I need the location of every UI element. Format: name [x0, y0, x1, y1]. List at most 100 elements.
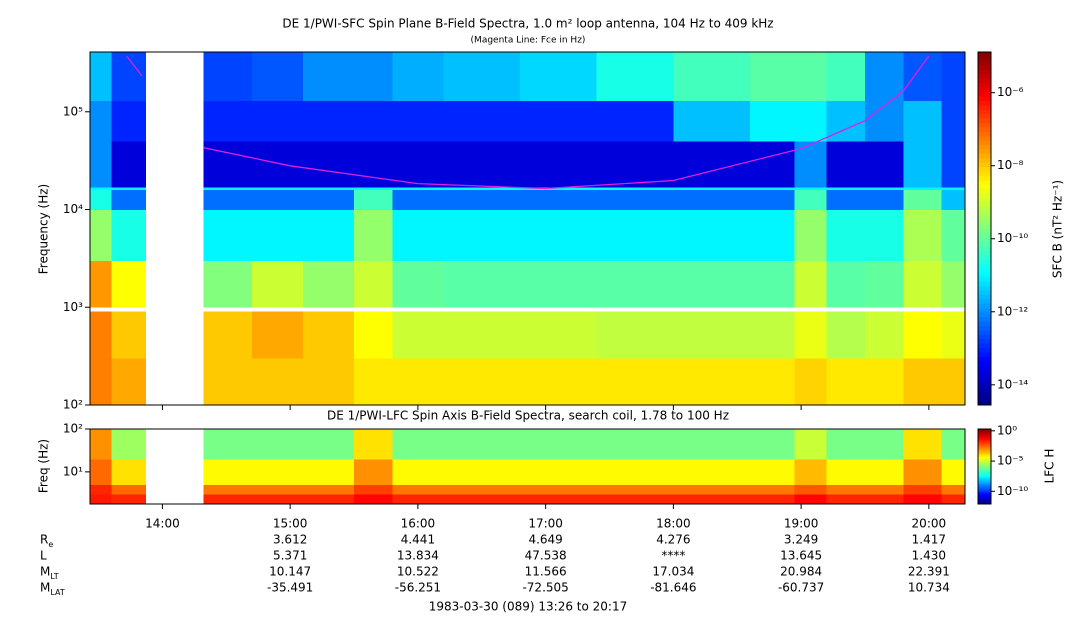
ephemeris-value: 4.441 [401, 533, 435, 547]
colorbar-step [978, 113, 991, 119]
colorbar-step [978, 210, 991, 216]
colorbar-step [978, 215, 991, 221]
heatmap-cell [111, 429, 147, 460]
heatmap-cell [864, 458, 904, 486]
colorbar-step [978, 447, 991, 450]
colorbar-step [978, 464, 991, 466]
ephemeris-value: 13.645 [780, 549, 822, 563]
heatmap-cell [302, 209, 355, 261]
colorbar-step [978, 475, 991, 478]
heatmap-cell [443, 358, 521, 406]
colorbar-step [978, 290, 991, 296]
heatmap-cell [750, 189, 796, 210]
heatmap-cell [596, 189, 674, 210]
heatmap-cell [251, 189, 304, 210]
colorbar-step [978, 498, 991, 500]
colorbar-step [978, 436, 991, 438]
heatmap-cell [596, 187, 674, 190]
heatmap-cell [750, 100, 796, 142]
colorbar-step [978, 492, 991, 495]
colorbar-step [978, 294, 991, 300]
heatmap-cell [302, 187, 355, 190]
heatmap-cell [941, 484, 966, 495]
ephemeris-value: 10.734 [908, 581, 950, 595]
heatmap-cell [520, 311, 598, 359]
colorbar-frame [977, 428, 992, 505]
colorbar-step [978, 382, 991, 388]
heatmap-cell [251, 100, 304, 142]
heatmap-cell [864, 189, 904, 210]
heatmap-cell [903, 484, 942, 495]
colorbar-step [978, 491, 991, 494]
fce-line [126, 55, 930, 190]
colorbar-step [978, 316, 991, 322]
heatmap-cell [794, 260, 827, 308]
colorbar-step [978, 501, 991, 503]
colorbar-step [978, 254, 991, 260]
heatmap-cell [443, 260, 521, 308]
colorbar-step [978, 452, 991, 454]
colorbar-step [978, 396, 991, 401]
heatmap-cell [111, 187, 147, 190]
chart-title: DE 1/PWI-SFC Spin Plane B-Field Spectra,… [282, 17, 773, 31]
heatmap-cell [673, 429, 751, 460]
colorbar-step [978, 259, 991, 265]
colorbar-step [978, 473, 991, 475]
heatmap-cell [864, 52, 904, 101]
y-tick-label: 10¹ [63, 464, 83, 478]
heatmap-cell [443, 52, 521, 101]
heatmap-cell [864, 260, 904, 308]
heatmap-cell [794, 429, 827, 460]
heatmap-cell [794, 209, 827, 261]
colorbar-step [978, 480, 991, 482]
heatmap-cell [90, 429, 112, 460]
colorbar-step [978, 197, 991, 203]
ephemeris-value: -72.505 [522, 581, 568, 595]
colorbar-step [978, 400, 991, 406]
heatmap-cell [596, 209, 674, 261]
colorbar-step [978, 224, 991, 229]
heatmap-cell [354, 209, 393, 261]
colorbar-frame [977, 51, 992, 406]
colorbar-step [978, 479, 991, 481]
heatmap-cell [302, 429, 355, 460]
heatmap-cell [520, 189, 598, 210]
heatmap-cell [520, 494, 598, 505]
heatmap-cell [392, 484, 444, 495]
heatmap-cell [111, 141, 147, 188]
colorbar-label: SFC B (nT² Hz⁻¹) [1051, 180, 1065, 278]
heatmap-cell [750, 429, 796, 460]
heatmap-cell [520, 187, 598, 190]
heatmap-cell [90, 484, 112, 495]
heatmap-cell [251, 187, 304, 190]
heatmap-cell [203, 187, 253, 190]
heatmap-cell [673, 484, 751, 495]
colorbar-step [978, 153, 991, 159]
heatmap-cell [111, 52, 147, 101]
heatmap-cell [90, 494, 112, 505]
heatmap-cell [90, 209, 112, 261]
heatmap-cell [673, 260, 751, 308]
heatmap-cell [354, 358, 393, 406]
chart-subtitle: (Magenta Line: Fce in Hz) [471, 36, 586, 46]
heatmap-cell [903, 189, 942, 210]
heatmap-cell [826, 429, 866, 460]
heatmap-cell [903, 209, 942, 261]
heatmap-cell [903, 260, 942, 308]
heatmap-cell [354, 187, 393, 190]
heatmap-cell [750, 494, 796, 505]
heatmap-cell [443, 429, 521, 460]
colorbar-step [978, 118, 991, 123]
colorbar-step [978, 442, 991, 444]
colorbar-step [978, 193, 991, 199]
heatmap-cell [750, 141, 796, 188]
colorbar-step [978, 307, 991, 313]
heatmap-cell [302, 484, 355, 495]
heatmap-cell [203, 494, 253, 505]
heatmap-cell [596, 358, 674, 406]
colorbar-step [978, 478, 991, 481]
colorbar-step [978, 433, 991, 436]
heatmap-cell [251, 52, 304, 101]
colorbar-step [978, 162, 991, 168]
heatmap-cell [392, 311, 444, 359]
